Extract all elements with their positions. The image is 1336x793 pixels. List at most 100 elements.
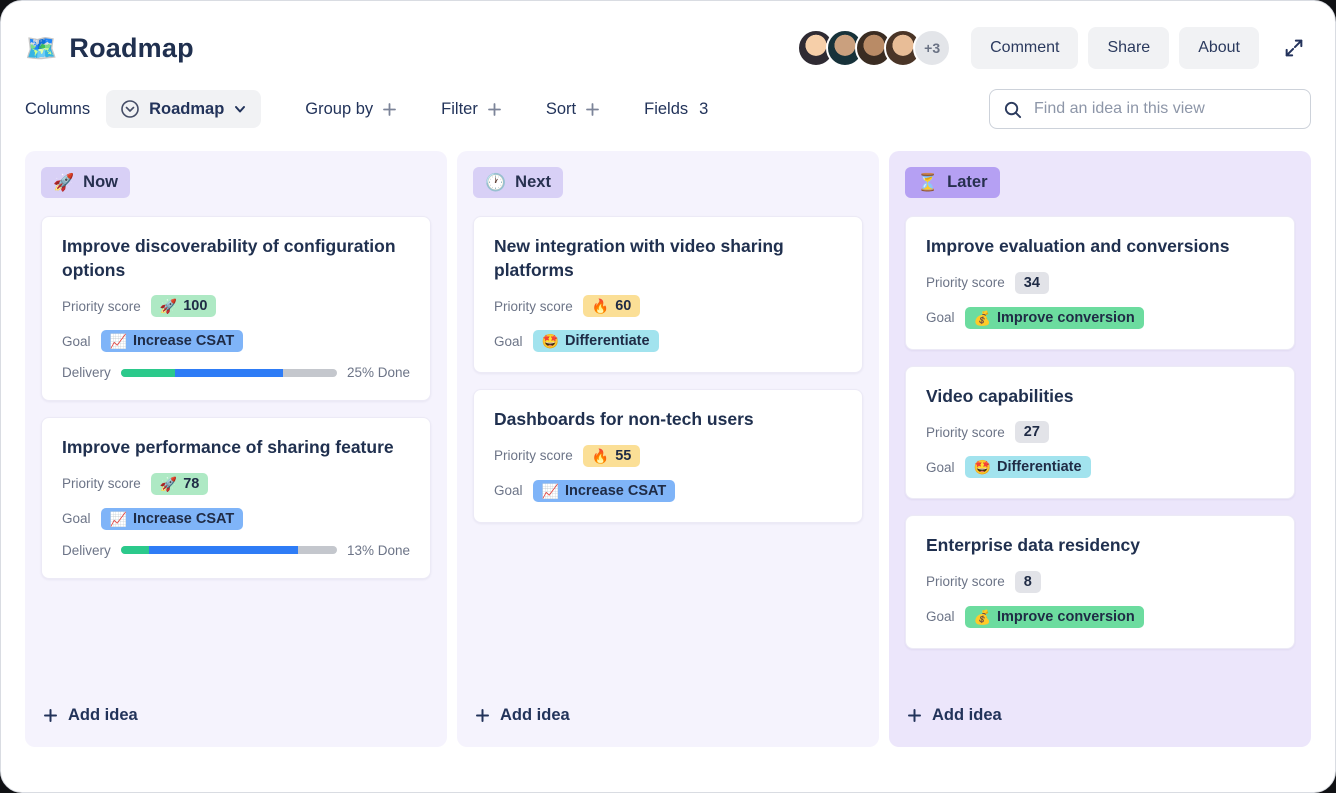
view-dropdown-label: Roadmap xyxy=(149,99,225,118)
goal-label: Goal xyxy=(62,333,91,349)
priority-label: Priority score xyxy=(62,298,141,314)
priority-value: 8 xyxy=(1023,573,1032,590)
share-button[interactable]: Share xyxy=(1088,27,1170,69)
money-bag-icon: 💰 xyxy=(973,309,991,326)
goal-badge: 📈 Increase CSAT xyxy=(100,507,244,530)
add-idea-button[interactable]: Add idea xyxy=(41,700,140,731)
card-title: Video capabilities xyxy=(926,385,1074,406)
board: 🚀 Now Improve discoverability of configu… xyxy=(1,129,1335,747)
group-by-control[interactable]: Group by xyxy=(305,100,397,119)
idea-card[interactable]: Improve evaluation and conversions Prior… xyxy=(905,216,1295,350)
sort-control[interactable]: Sort xyxy=(546,100,600,119)
money-bag-icon: 💰 xyxy=(973,608,991,625)
goal-value: Improve conversion xyxy=(996,608,1135,625)
column-header-next[interactable]: 🕐 Next xyxy=(473,167,563,198)
priority-badge: 🚀 78 xyxy=(150,472,209,495)
delivery-done-label: 25% Done xyxy=(346,365,410,381)
view-dropdown[interactable]: Roadmap xyxy=(106,90,262,128)
column-next: 🕐 Next New integration with video sharin… xyxy=(457,151,879,747)
comment-button[interactable]: Comment xyxy=(971,27,1079,69)
delivery-label: Delivery xyxy=(62,365,111,381)
map-icon: 🗺️ xyxy=(25,33,58,63)
search-input[interactable] xyxy=(1032,99,1297,119)
filter-control[interactable]: Filter xyxy=(441,100,502,119)
idea-card[interactable]: New integration with video sharing platf… xyxy=(473,216,863,374)
priority-badge: 🔥 60 xyxy=(582,295,641,318)
column-header-now[interactable]: 🚀 Now xyxy=(41,167,131,198)
idea-card[interactable]: Improve performance of sharing feature P… xyxy=(41,417,431,579)
goal-row: Goal 📈 Increase CSAT xyxy=(494,479,842,502)
about-button[interactable]: About xyxy=(1179,27,1259,69)
priority-row: Priority score 🔥 55 xyxy=(494,444,842,467)
idea-card[interactable]: Dashboards for non-tech users Priority s… xyxy=(473,389,863,523)
group-by-label: Group by xyxy=(305,99,374,118)
goal-row: Goal 💰 Improve conversion xyxy=(926,605,1274,628)
goal-badge: 🤩 Differentiate xyxy=(964,456,1091,479)
plus-icon xyxy=(487,102,502,117)
priority-label: Priority score xyxy=(926,275,1005,291)
column-label: Next xyxy=(515,173,551,191)
sort-label: Sort xyxy=(545,99,577,118)
add-idea-button[interactable]: Add idea xyxy=(473,700,572,731)
rocket-icon: 🚀 xyxy=(53,173,75,192)
goal-value: Increase CSAT xyxy=(564,482,667,499)
header: 🗺️ Roadmap +3 Comment Share About xyxy=(1,1,1335,69)
progress-active-segment xyxy=(174,368,283,377)
priority-badge: 8 xyxy=(1014,570,1041,593)
goal-row: Goal 💰 Improve conversion xyxy=(926,306,1274,329)
priority-label: Priority score xyxy=(926,574,1005,590)
delivery-progress-bar xyxy=(120,368,337,377)
add-idea-button[interactable]: Add idea xyxy=(905,700,1004,731)
goal-row: Goal 📈 Increase CSAT xyxy=(62,507,410,530)
idea-card[interactable]: Enterprise data residency Priority score… xyxy=(905,515,1295,649)
avatar-overflow-badge[interactable]: +3 xyxy=(913,29,952,67)
delivery-done-label: 13% Done xyxy=(346,542,410,558)
chevron-down-icon xyxy=(233,102,247,116)
add-idea-label: Add idea xyxy=(500,706,570,724)
goal-value: Differentiate xyxy=(564,333,650,350)
idea-card[interactable]: Video capabilities Priority score 27 Goa… xyxy=(905,365,1295,500)
card-title: Improve performance of sharing feature xyxy=(62,437,394,458)
priority-value: 55 xyxy=(615,447,632,464)
column-header-later[interactable]: ⏳ Later xyxy=(905,167,1000,198)
chart-increasing-icon: 📈 xyxy=(109,333,127,350)
card-title: Enterprise data residency xyxy=(926,535,1140,556)
idea-card[interactable]: Improve discoverability of configuration… xyxy=(41,216,431,402)
card-title: Dashboards for non-tech users xyxy=(494,409,754,430)
priority-label: Priority score xyxy=(494,448,573,464)
page-title-group: 🗺️ Roadmap xyxy=(25,33,194,64)
goal-value: Increase CSAT xyxy=(132,510,235,527)
fire-icon: 🔥 xyxy=(591,447,610,464)
goal-value: Increase CSAT xyxy=(132,333,235,350)
expand-icon xyxy=(1283,37,1305,59)
progress-done-segment xyxy=(120,368,175,377)
priority-label: Priority score xyxy=(494,298,573,314)
goal-badge: 🤩 Differentiate xyxy=(532,330,659,353)
delivery-row: Delivery 25% Done xyxy=(62,365,410,380)
clock-icon: 🕐 xyxy=(485,173,507,192)
search-icon xyxy=(1003,100,1022,119)
column-label: Now xyxy=(83,173,119,191)
delivery-label: Delivery xyxy=(62,542,111,558)
priority-row: Priority score 🚀 78 xyxy=(62,472,410,495)
goal-label: Goal xyxy=(926,609,955,625)
expand-button[interactable] xyxy=(1277,31,1311,65)
fire-icon: 🔥 xyxy=(591,298,610,315)
search-box[interactable] xyxy=(989,89,1311,129)
priority-row: Priority score 🚀 100 xyxy=(62,295,410,318)
goal-value: Improve conversion xyxy=(996,309,1135,326)
priority-row: Priority score 34 xyxy=(926,271,1274,294)
fields-count: 3 xyxy=(699,99,709,118)
priority-value: 60 xyxy=(615,298,632,315)
fields-control[interactable]: Fields 3 xyxy=(644,100,708,119)
goal-badge: 📈 Increase CSAT xyxy=(532,479,676,502)
goal-label: Goal xyxy=(926,459,955,475)
priority-label: Priority score xyxy=(62,476,141,492)
rocket-icon: 🚀 xyxy=(159,298,178,315)
column-label: Later xyxy=(947,173,988,191)
priority-badge: 27 xyxy=(1014,421,1049,444)
priority-row: Priority score 🔥 60 xyxy=(494,295,842,318)
add-idea-label: Add idea xyxy=(932,706,1002,724)
column-later: ⏳ Later Improve evaluation and conversio… xyxy=(889,151,1311,747)
